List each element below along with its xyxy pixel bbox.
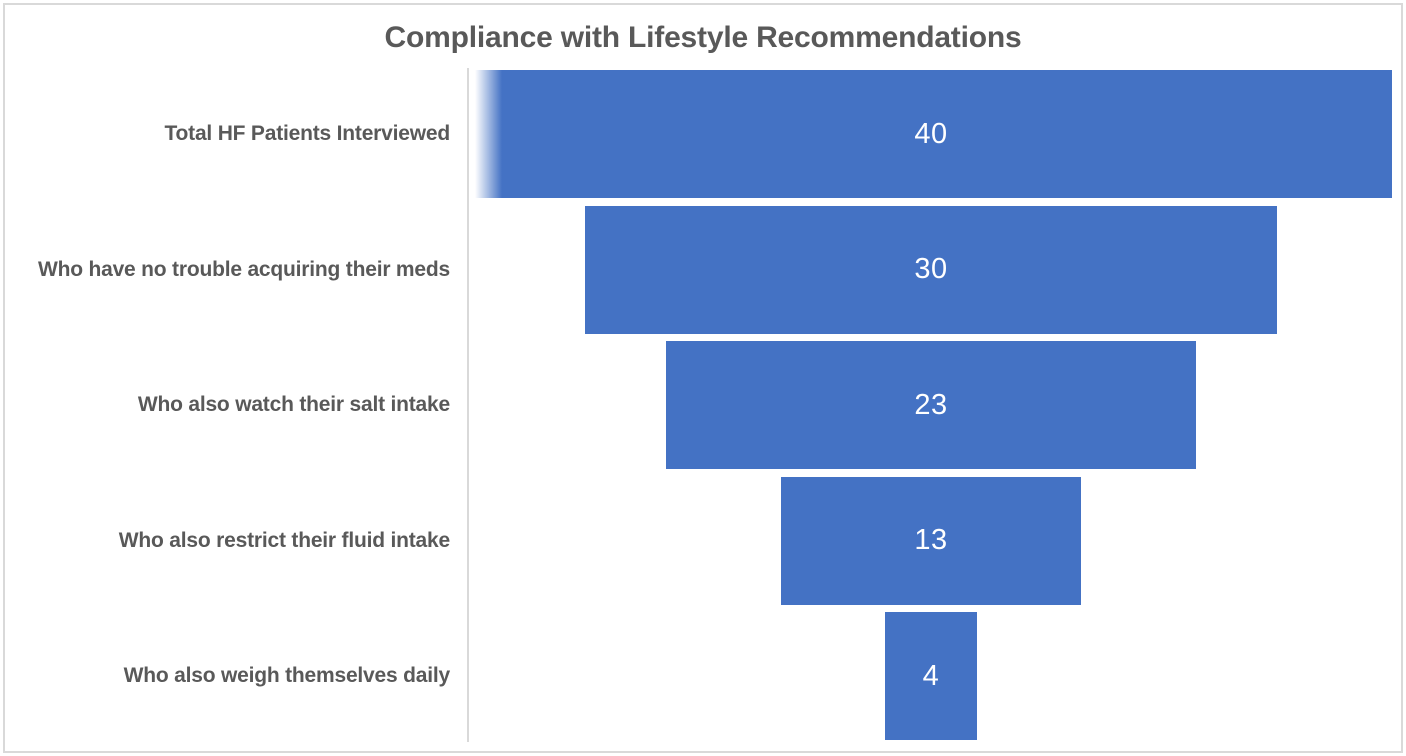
- chart-title: Compliance with Lifestyle Recommendation…: [384, 21, 1022, 54]
- funnel-bar: 30: [585, 205, 1277, 334]
- category-label: Who have no trouble acquiring their meds: [37, 257, 450, 281]
- category-label: Who also weigh themselves daily: [123, 664, 451, 687]
- funnel-bar: 4: [884, 612, 978, 740]
- value-label: 23: [914, 388, 948, 421]
- value-label: 4: [922, 659, 940, 692]
- funnel-bar: 13: [781, 476, 1081, 605]
- category-label: Total HF Patients Interviewed: [164, 122, 450, 145]
- funnel-bar: 23: [665, 341, 1197, 469]
- value-label: 40: [914, 117, 948, 150]
- funnel-bar: 40: [470, 70, 1392, 198]
- value-label: 13: [914, 524, 948, 556]
- value-label: 30: [914, 253, 948, 285]
- category-label: Who also restrict their fluid intake: [118, 528, 450, 552]
- category-label: Who also watch their salt intake: [137, 393, 450, 416]
- category-axis-line: [467, 68, 469, 742]
